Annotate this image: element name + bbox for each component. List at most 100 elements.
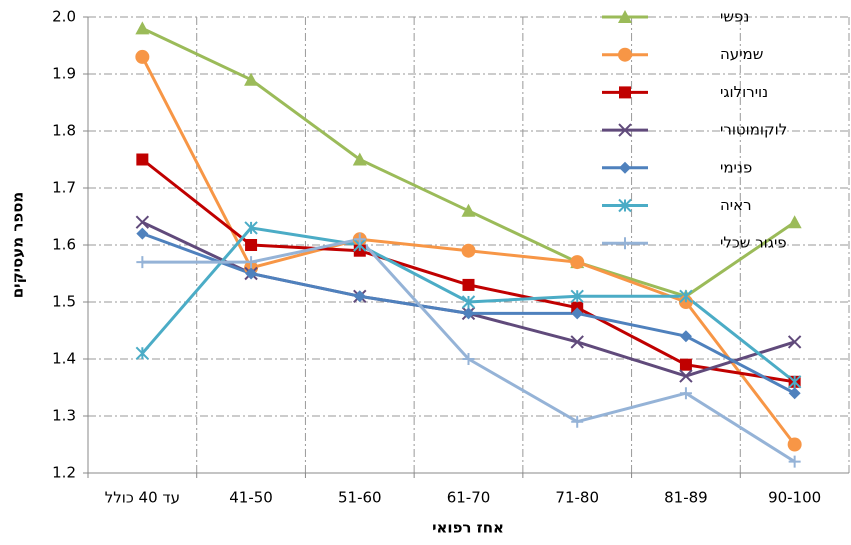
- marker-shape: [788, 455, 801, 468]
- y-tick-label: 1.7: [52, 179, 76, 197]
- marker: [462, 353, 475, 365]
- marker: [679, 387, 692, 400]
- marker-shape: [136, 227, 149, 240]
- marker-shape: [618, 123, 632, 137]
- marker-shape: [135, 215, 150, 229]
- marker: [353, 233, 366, 246]
- marker-shape: [570, 335, 584, 349]
- marker: [787, 215, 802, 229]
- marker: [244, 221, 258, 235]
- x-tick-label: עד 40 כולל: [105, 489, 180, 507]
- marker-shape: [618, 198, 632, 213]
- marker: [788, 455, 801, 468]
- marker-shape: [788, 387, 801, 400]
- x-tick-label: 41-50: [229, 489, 273, 507]
- marker-shape: [618, 47, 632, 62]
- marker: [571, 415, 584, 428]
- legend-label: שמיעה: [720, 45, 763, 63]
- marker: [787, 437, 802, 452]
- marker-shape: [353, 233, 366, 246]
- marker-shape: [679, 330, 692, 343]
- marker: [245, 267, 258, 280]
- marker: [353, 290, 366, 303]
- marker: [618, 198, 632, 213]
- series-line: [142, 237, 796, 463]
- marker-shape: [570, 289, 584, 304]
- marker-shape: [787, 375, 802, 389]
- x-tick-label: 51-60: [338, 489, 382, 507]
- marker: [136, 153, 149, 166]
- marker: [135, 215, 150, 229]
- marker: [788, 387, 801, 400]
- marker-shape: [135, 49, 150, 64]
- marker: [462, 278, 475, 291]
- marker: [679, 289, 693, 304]
- marker-shape: [462, 278, 475, 291]
- marker: [462, 307, 475, 320]
- y-axis-title: מספר מעסיקים: [9, 192, 27, 299]
- legend-label: ראיה: [720, 196, 752, 214]
- marker: [135, 346, 150, 361]
- legend-label: פיגור שכלי: [720, 234, 787, 252]
- marker: [135, 21, 150, 35]
- marker: [244, 72, 259, 86]
- legend-label: נפשי: [720, 8, 749, 26]
- marker: [618, 47, 632, 62]
- marker: [245, 256, 258, 269]
- marker-shape: [136, 256, 149, 269]
- y-tick-label: 1.3: [52, 407, 76, 425]
- legend-label: פנימי: [720, 158, 752, 176]
- marker-shape: [245, 239, 258, 251]
- marker: [570, 289, 584, 304]
- marker-shape: [245, 256, 258, 269]
- marker-shape: [787, 437, 802, 452]
- marker: [618, 10, 632, 23]
- marker-shape: [787, 215, 802, 229]
- y-tick-label: 1.9: [52, 65, 76, 83]
- marker-shape: [787, 335, 802, 349]
- marker-shape: [571, 307, 584, 320]
- marker-shape: [570, 255, 585, 270]
- marker: [619, 161, 631, 174]
- marker: [135, 49, 150, 64]
- marker-shape: [135, 21, 150, 35]
- marker-shape: [619, 237, 631, 250]
- marker-shape: [244, 221, 258, 235]
- y-tick-label: 1.5: [52, 293, 76, 311]
- x-tick-label: 81-89: [664, 489, 708, 507]
- y-tick-label: 1.8: [52, 122, 76, 140]
- marker: [787, 375, 802, 389]
- marker: [461, 295, 476, 309]
- marker: [352, 152, 367, 166]
- marker: [570, 255, 585, 270]
- marker-shape: [619, 86, 631, 99]
- marker-shape: [461, 243, 476, 258]
- marker-shape: [679, 358, 692, 371]
- marker: [618, 123, 632, 137]
- marker-shape: [244, 72, 259, 86]
- marker-shape: [353, 290, 366, 303]
- marker: [619, 237, 631, 250]
- marker-shape: [618, 10, 632, 23]
- marker-shape: [462, 353, 475, 365]
- marker: [679, 330, 692, 343]
- marker: [571, 307, 584, 320]
- marker: [245, 239, 258, 251]
- legend-label: נוירולוגי: [720, 83, 768, 101]
- x-axis-title: אחז רפואי: [432, 519, 504, 537]
- x-tick-label: 90-100: [768, 489, 821, 507]
- y-tick-label: 1.6: [52, 236, 76, 254]
- marker-shape: [461, 295, 476, 309]
- marker: [570, 335, 584, 349]
- marker-shape: [679, 369, 693, 383]
- x-tick-label: 71-80: [555, 489, 599, 507]
- marker-shape: [136, 153, 149, 166]
- marker: [679, 358, 692, 371]
- marker-shape: [461, 203, 476, 217]
- marker: [787, 335, 802, 349]
- marker-shape: [571, 415, 584, 428]
- y-tick-label: 1.4: [52, 350, 76, 368]
- marker: [619, 86, 631, 99]
- marker: [461, 203, 476, 217]
